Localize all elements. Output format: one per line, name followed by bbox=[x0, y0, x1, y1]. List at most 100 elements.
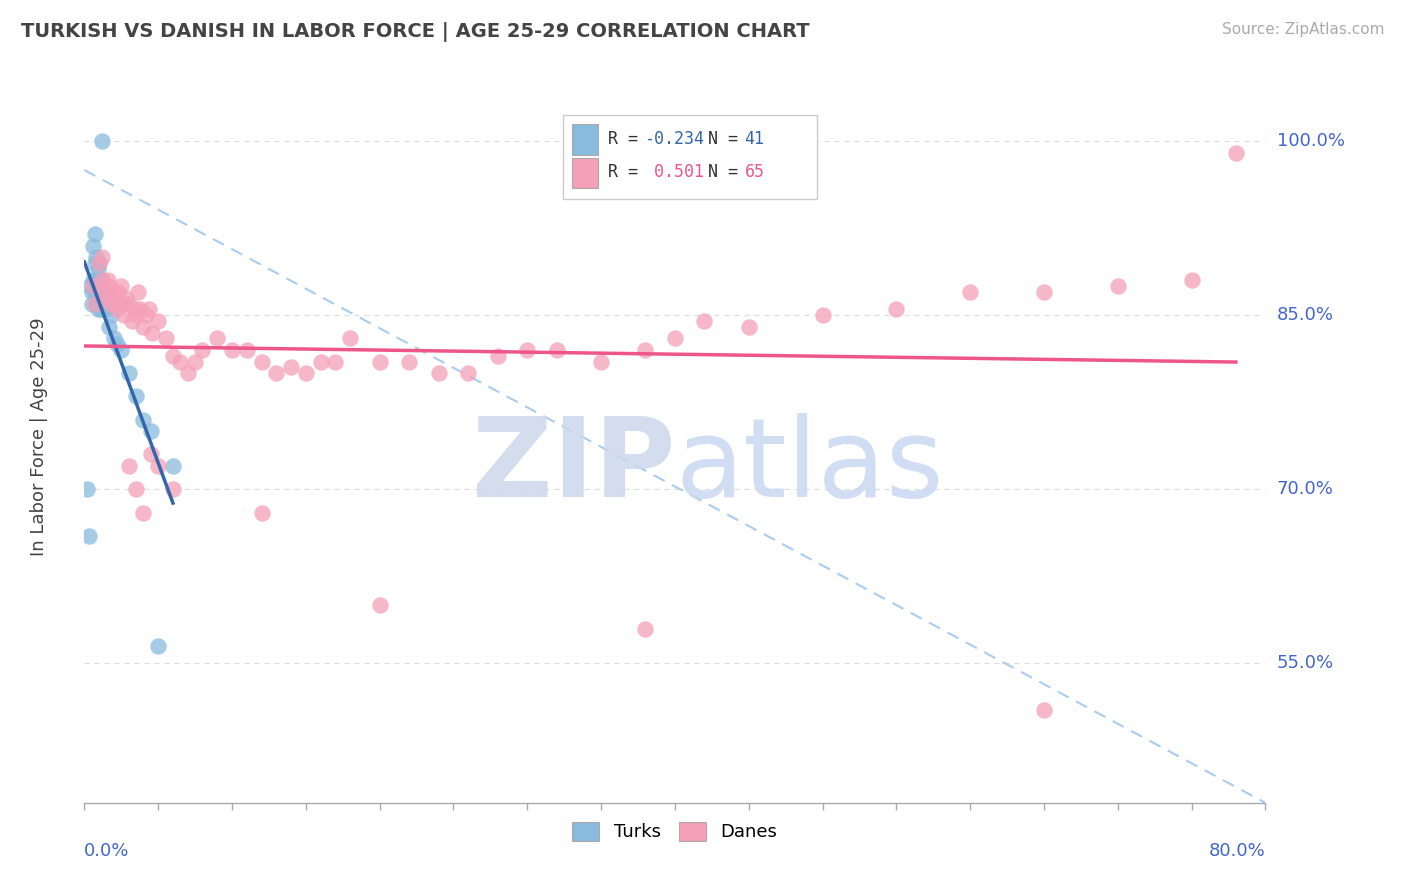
Point bbox=[1181, 273, 1204, 287]
Point bbox=[96, 291, 118, 305]
Point bbox=[325, 354, 347, 368]
Point bbox=[236, 343, 259, 357]
Text: 70.0%: 70.0% bbox=[1277, 480, 1333, 499]
Text: -0.234: -0.234 bbox=[644, 129, 704, 148]
Point bbox=[309, 354, 332, 368]
Point bbox=[91, 273, 114, 287]
Point bbox=[87, 256, 111, 270]
Point bbox=[127, 285, 149, 299]
Text: N =: N = bbox=[709, 129, 748, 148]
Point bbox=[107, 285, 129, 299]
Point bbox=[87, 256, 111, 270]
Point bbox=[103, 331, 125, 345]
Point bbox=[98, 279, 121, 293]
Point bbox=[207, 331, 229, 345]
Point bbox=[368, 599, 391, 613]
Point bbox=[83, 227, 105, 241]
Text: TURKISH VS DANISH IN LABOR FORCE | AGE 25-29 CORRELATION CHART: TURKISH VS DANISH IN LABOR FORCE | AGE 2… bbox=[21, 22, 810, 42]
Point bbox=[96, 285, 118, 299]
Point bbox=[108, 296, 131, 310]
Point bbox=[91, 273, 114, 287]
Point bbox=[184, 354, 207, 368]
Point bbox=[398, 354, 420, 368]
Point bbox=[98, 319, 121, 334]
Point bbox=[427, 366, 450, 380]
Text: Source: ZipAtlas.com: Source: ZipAtlas.com bbox=[1222, 22, 1385, 37]
Point bbox=[125, 308, 148, 322]
Point bbox=[138, 302, 160, 317]
Legend: Turks, Danes: Turks, Danes bbox=[565, 814, 785, 848]
Point bbox=[516, 343, 538, 357]
Point bbox=[84, 273, 107, 287]
Point bbox=[634, 622, 657, 636]
Point bbox=[546, 343, 568, 357]
Point bbox=[96, 302, 118, 317]
Point bbox=[87, 273, 111, 287]
Point bbox=[155, 331, 177, 345]
Point bbox=[86, 285, 108, 299]
Point bbox=[80, 285, 103, 299]
Point bbox=[169, 354, 191, 368]
Point bbox=[486, 349, 509, 363]
Point bbox=[148, 314, 170, 328]
Point bbox=[97, 296, 120, 310]
Text: In Labor Force | Age 25-29: In Labor Force | Age 25-29 bbox=[31, 318, 48, 557]
Point bbox=[886, 302, 908, 317]
Point bbox=[148, 639, 170, 653]
Point bbox=[135, 308, 157, 322]
Point bbox=[79, 279, 101, 293]
Point bbox=[105, 302, 128, 317]
Point bbox=[1225, 145, 1247, 160]
Point bbox=[148, 459, 170, 474]
Point bbox=[104, 291, 127, 305]
Point bbox=[91, 302, 114, 317]
Point bbox=[105, 337, 128, 351]
Point bbox=[90, 279, 112, 293]
FancyBboxPatch shape bbox=[562, 115, 817, 200]
Point bbox=[811, 308, 834, 322]
Point bbox=[82, 273, 104, 287]
Point bbox=[82, 238, 104, 252]
Point bbox=[250, 354, 273, 368]
Point bbox=[139, 424, 162, 438]
Text: R =: R = bbox=[607, 129, 648, 148]
Point bbox=[83, 256, 105, 270]
Point bbox=[110, 343, 132, 357]
Point bbox=[121, 314, 143, 328]
Point bbox=[86, 261, 108, 276]
Point bbox=[693, 314, 716, 328]
Point bbox=[77, 529, 100, 543]
Point bbox=[664, 331, 686, 345]
Point bbox=[124, 302, 146, 317]
Point bbox=[111, 296, 134, 310]
Point bbox=[86, 302, 108, 317]
Point bbox=[1033, 703, 1056, 717]
Point bbox=[87, 296, 111, 310]
Point bbox=[91, 134, 114, 148]
Point bbox=[118, 459, 141, 474]
Point bbox=[141, 326, 163, 340]
Point bbox=[1107, 279, 1129, 293]
Point bbox=[112, 308, 135, 322]
Point bbox=[280, 360, 302, 375]
Bar bbox=[572, 158, 598, 188]
Point bbox=[100, 296, 122, 310]
Point bbox=[132, 412, 155, 426]
Point bbox=[100, 308, 122, 322]
Point bbox=[110, 279, 132, 293]
Text: 80.0%: 80.0% bbox=[1209, 842, 1265, 860]
Point bbox=[83, 285, 105, 299]
Point bbox=[103, 285, 125, 299]
Point bbox=[76, 483, 98, 497]
Point bbox=[162, 483, 184, 497]
Point bbox=[125, 389, 148, 403]
Text: atlas: atlas bbox=[675, 413, 943, 520]
Point bbox=[221, 343, 243, 357]
Point bbox=[94, 285, 117, 299]
Point bbox=[84, 296, 107, 310]
Point bbox=[738, 319, 761, 334]
Point bbox=[132, 319, 155, 334]
Point bbox=[86, 279, 108, 293]
Point bbox=[80, 296, 103, 310]
Text: 55.0%: 55.0% bbox=[1277, 655, 1334, 673]
